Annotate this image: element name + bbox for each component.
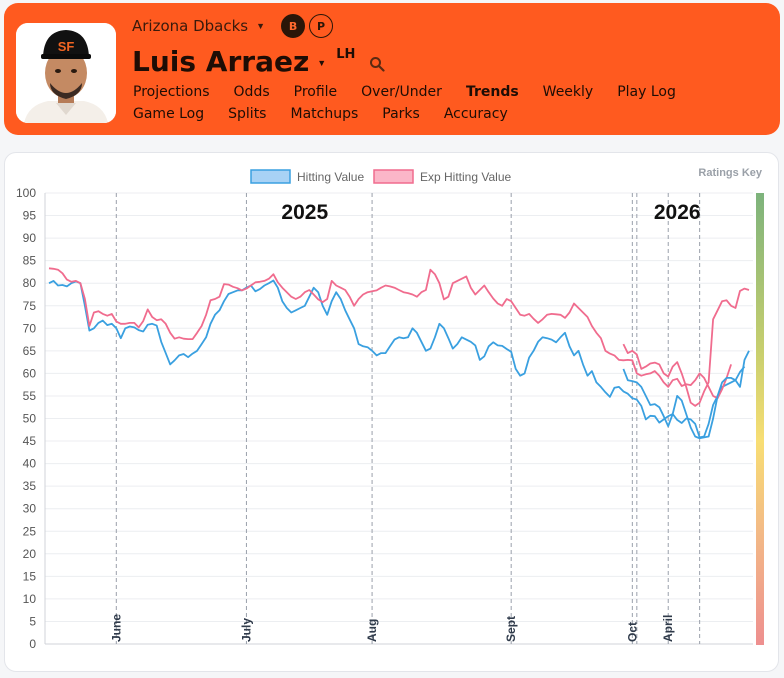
y-tick-label: 90 [23,231,37,245]
series-tail-hitting [622,350,750,440]
y-tick-label: 25 [23,524,37,538]
pitcher-toggle[interactable]: P [309,14,334,38]
season-label: 2025 [281,201,328,224]
nav-play-log[interactable]: Play Log [617,84,676,100]
season-label: 2026 [654,201,701,224]
nav-splits[interactable]: Splits [228,106,267,122]
month-label: Aug [365,619,379,642]
y-tick-label: 5 [29,614,36,628]
search-icon[interactable] [369,56,385,72]
nav-over-under[interactable]: Over/Under [361,84,442,100]
month-label: Sept [504,616,518,642]
y-tick-label: 45 [23,434,37,448]
month-label: June [109,614,123,642]
legend-label-exp[interactable]: Exp Hitting Value [420,170,511,184]
y-tick-label: 60 [23,366,37,380]
series-line-exp [48,267,732,400]
y-tick-label: 80 [23,276,37,290]
legend: Hitting Value Exp Hitting Value [250,169,511,184]
player-header: SF Arizona Dbacks ▼ B P Luis Arraez ▼ LH… [4,3,780,135]
chevron-down-icon[interactable]: ▼ [317,58,327,68]
nav-matchups[interactable]: Matchups [290,106,359,122]
nav-projections[interactable]: Projections [133,84,210,100]
legend-swatch-exp[interactable] [373,169,414,184]
y-tick-label: 30 [23,502,37,516]
y-tick-label: 75 [23,299,37,313]
series-tail-exp [622,287,750,407]
nav-weekly[interactable]: Weekly [542,84,594,100]
nav-parks[interactable]: Parks [382,106,420,122]
nav-game-log[interactable]: Game Log [133,106,205,122]
y-tick-label: 40 [23,457,37,471]
ratings-key-label[interactable]: Ratings Key [698,167,762,179]
bat-hand: LH [336,46,356,62]
series-layer [48,267,750,440]
nav-profile[interactable]: Profile [293,84,338,100]
y-tick-label: 55 [23,389,37,403]
y-tick-label: 20 [23,547,37,561]
y-tick-label: 35 [23,479,37,493]
y-tick-label: 95 [23,209,37,223]
batter-toggle[interactable]: B [281,14,306,38]
month-label: July [239,618,253,642]
nav-trends[interactable]: Trends [465,84,519,100]
y-tick-label: 15 [23,569,37,583]
cap-logo-mark: SF [58,39,75,54]
chevron-down-icon[interactable]: ▼ [256,21,266,31]
nav-odds[interactable]: Odds [233,84,270,100]
trends-chart: 0510152025303540455055606570758085909510… [16,167,764,651]
y-tick-label: 0 [29,637,36,651]
ratings-gradient-bar [756,193,764,645]
trends-chart-panel: 0 5 10 15 20 25 30 35 40 45 50 55 60 65 70 75 80 85 90 95 10… [4,152,779,672]
y-tick-label: 100 [16,186,36,200]
y-tick-label: 50 [23,412,37,426]
player-photo: SF [16,23,116,123]
y-tick-label: 70 [23,321,37,335]
team-selector[interactable]: Arizona Dbacks ▼ B P [132,14,334,38]
player-name-row: Luis Arraez ▼ LH [132,43,385,79]
y-tick-label: 10 [23,592,37,606]
month-label: Oct [625,622,639,642]
team-name[interactable]: Arizona Dbacks [132,17,249,35]
nav-accuracy[interactable]: Accuracy [443,106,508,122]
label-layer: 0510152025303540455055606570758085909510… [16,186,701,651]
month-label: April [661,615,675,642]
legend-label-hitting[interactable]: Hitting Value [297,170,364,184]
month-lines [115,193,701,644]
series-line-hitting [48,279,746,439]
y-tick-label: 85 [23,254,37,268]
grid-layer [44,192,753,645]
player-photo-graphic: SF [16,23,116,123]
player-nav: Projections Odds Profile Over/Under Tren… [133,83,773,124]
y-tick-label: 65 [23,344,37,358]
player-name[interactable]: Luis Arraez [132,44,310,78]
legend-swatch-hitting[interactable] [250,169,291,184]
